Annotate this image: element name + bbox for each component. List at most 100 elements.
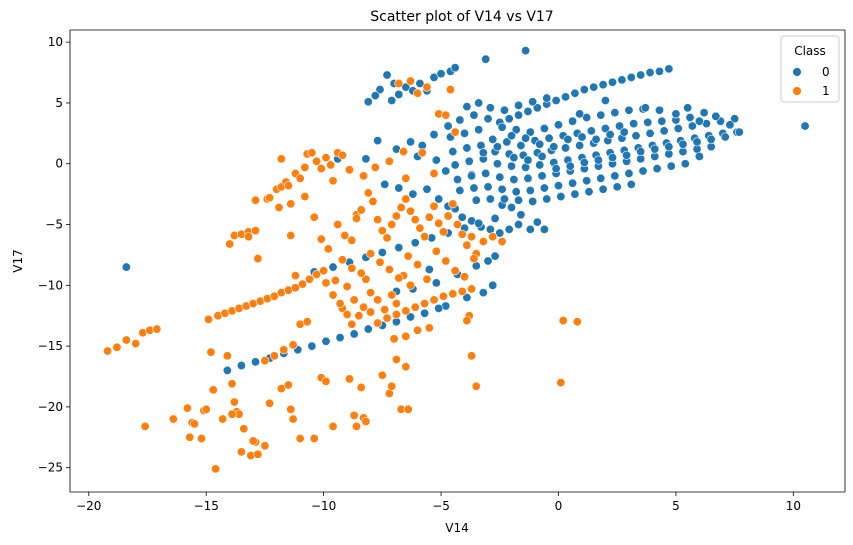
data-point-class-1 bbox=[335, 299, 345, 309]
data-point-class-1 bbox=[208, 385, 218, 395]
data-point-class-1 bbox=[319, 266, 329, 276]
data-point-class-1 bbox=[312, 156, 322, 166]
data-point-class-1 bbox=[344, 165, 354, 175]
data-point-class-1 bbox=[382, 233, 392, 243]
data-point-class-1 bbox=[366, 249, 376, 259]
data-point-class-1 bbox=[305, 274, 315, 284]
legend: Class 0 1 bbox=[780, 35, 840, 103]
data-point-class-1 bbox=[488, 232, 498, 242]
data-point-class-1 bbox=[333, 220, 343, 230]
data-point-class-0 bbox=[509, 153, 519, 163]
x-axis-ticks: −20 −15 −10 −5 0 5 10 bbox=[76, 492, 801, 513]
data-point-class-1 bbox=[337, 255, 347, 265]
data-point-class-0 bbox=[593, 155, 603, 165]
data-point-class-1 bbox=[401, 173, 411, 183]
data-point-class-0 bbox=[406, 312, 416, 322]
data-point-class-0 bbox=[619, 127, 629, 137]
data-point-class-1 bbox=[389, 334, 399, 344]
data-point-class-0 bbox=[485, 194, 495, 204]
data-point-class-0 bbox=[394, 89, 404, 99]
data-point-class-0 bbox=[532, 217, 542, 227]
data-point-class-1 bbox=[276, 384, 286, 394]
data-point-class-1 bbox=[387, 381, 397, 391]
data-point-class-1 bbox=[429, 201, 439, 211]
data-point-class-1 bbox=[467, 351, 477, 361]
data-point-class-0 bbox=[694, 116, 704, 126]
data-point-class-1 bbox=[103, 346, 113, 356]
data-point-class-0 bbox=[645, 68, 655, 78]
data-point-class-0 bbox=[659, 126, 669, 136]
data-point-class-0 bbox=[525, 127, 535, 137]
data-point-class-1 bbox=[373, 215, 383, 225]
data-point-class-0 bbox=[464, 156, 474, 166]
data-point-class-0 bbox=[504, 224, 514, 234]
data-point-class-1 bbox=[556, 378, 566, 388]
data-point-class-0 bbox=[537, 151, 547, 161]
data-point-class-1 bbox=[373, 318, 383, 328]
data-point-class-1 bbox=[396, 203, 406, 213]
data-point-class-1 bbox=[316, 234, 326, 244]
data-point-class-0 bbox=[497, 184, 507, 194]
y-axis-title: V17 bbox=[11, 249, 25, 272]
data-point-class-1 bbox=[290, 283, 300, 293]
data-point-class-1 bbox=[441, 256, 451, 266]
data-point-class-0 bbox=[556, 192, 566, 202]
data-point-class-1 bbox=[438, 291, 448, 301]
data-point-class-1 bbox=[286, 199, 296, 209]
data-point-class-0 bbox=[544, 133, 554, 143]
x-tick-label: −5 bbox=[432, 499, 450, 513]
data-point-class-0 bbox=[321, 336, 331, 346]
chart-title: Scatter plot of V14 vs V17 bbox=[370, 9, 553, 25]
data-point-class-1 bbox=[328, 290, 338, 300]
data-point-class-1 bbox=[185, 432, 195, 442]
data-point-class-1 bbox=[420, 232, 430, 242]
data-point-class-1 bbox=[356, 205, 366, 215]
data-point-class-0 bbox=[431, 155, 441, 165]
data-point-class-0 bbox=[406, 137, 416, 147]
data-point-class-1 bbox=[391, 299, 401, 309]
data-point-class-1 bbox=[265, 193, 275, 203]
data-point-class-0 bbox=[643, 117, 653, 127]
data-point-class-1 bbox=[330, 275, 340, 285]
data-point-class-1 bbox=[347, 319, 357, 329]
data-point-class-0 bbox=[457, 212, 467, 222]
data-point-class-0 bbox=[582, 176, 592, 186]
data-point-class-1 bbox=[361, 274, 371, 284]
data-point-class-1 bbox=[225, 239, 235, 249]
data-point-class-1 bbox=[326, 160, 336, 170]
data-point-class-1 bbox=[342, 309, 352, 319]
data-point-class-0 bbox=[591, 134, 601, 144]
data-point-class-0 bbox=[596, 110, 606, 120]
data-point-class-0 bbox=[410, 238, 420, 248]
data-point-class-1 bbox=[354, 311, 364, 321]
data-point-class-0 bbox=[612, 182, 622, 192]
data-point-class-1 bbox=[422, 274, 432, 284]
data-point-class-1 bbox=[182, 403, 192, 413]
data-point-class-0 bbox=[624, 168, 634, 178]
data-point-class-1 bbox=[401, 306, 411, 316]
data-point-class-1 bbox=[387, 220, 397, 230]
data-point-class-1 bbox=[342, 282, 352, 292]
data-point-class-0 bbox=[683, 103, 693, 113]
data-point-class-0 bbox=[488, 280, 498, 290]
data-point-class-0 bbox=[448, 147, 458, 157]
data-point-class-1 bbox=[406, 280, 416, 290]
data-point-class-1 bbox=[467, 232, 477, 242]
data-point-class-0 bbox=[377, 247, 387, 257]
data-point-class-1 bbox=[410, 215, 420, 225]
data-point-class-1 bbox=[415, 223, 425, 233]
data-point-class-1 bbox=[197, 434, 207, 444]
data-point-class-1 bbox=[375, 257, 385, 267]
data-point-class-0 bbox=[504, 114, 514, 124]
data-point-class-1 bbox=[422, 82, 432, 92]
data-point-class-0 bbox=[492, 142, 502, 152]
data-point-class-0 bbox=[553, 181, 563, 191]
data-point-class-0 bbox=[514, 220, 524, 230]
data-point-class-1 bbox=[384, 265, 394, 275]
data-point-class-1 bbox=[286, 230, 296, 240]
data-point-class-0 bbox=[523, 155, 533, 165]
data-point-class-1 bbox=[283, 380, 293, 390]
data-point-class-1 bbox=[467, 284, 477, 294]
data-point-class-1 bbox=[366, 288, 376, 298]
data-point-class-0 bbox=[549, 142, 559, 152]
